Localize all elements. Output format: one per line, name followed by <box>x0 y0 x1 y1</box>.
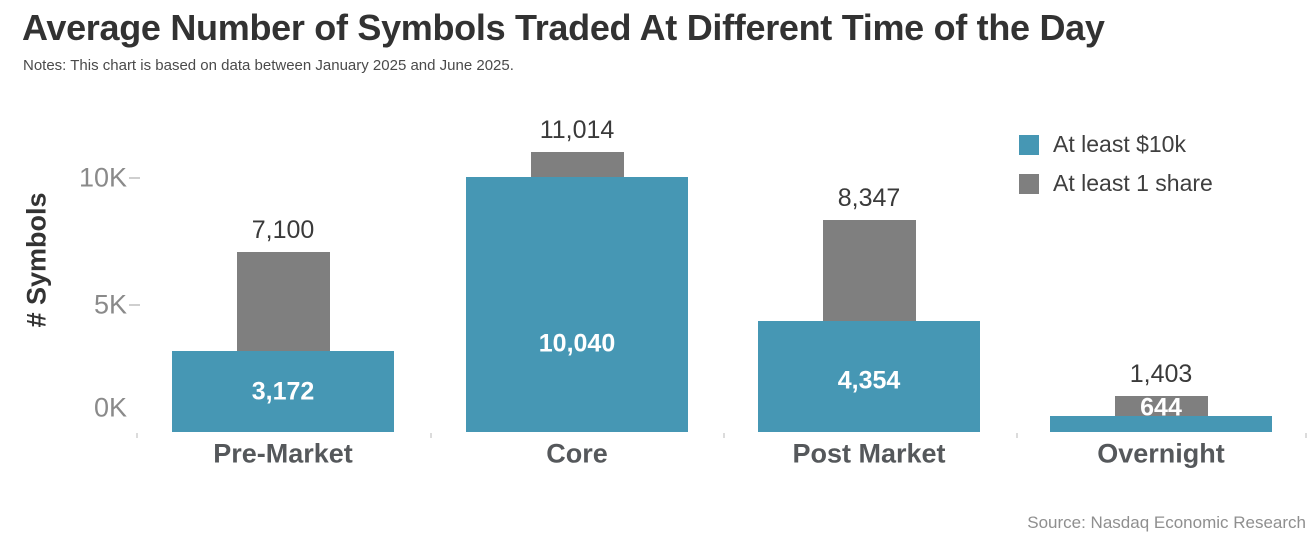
category-tick-mark <box>136 433 138 438</box>
value-label-at-least-1-share: 1,403 <box>1129 360 1193 389</box>
value-label-at-least-10k: 644 <box>1140 393 1182 422</box>
legend-item-at-least-1-share[interactable]: At least 1 share <box>1019 164 1213 203</box>
bar-core-at-least-10k[interactable] <box>466 176 688 432</box>
source-credit: Source: Nasdaq Economic Research <box>1027 513 1306 532</box>
value-label-at-least-10k: 10,040 <box>538 329 616 358</box>
chart-notes: Notes: This chart is based on data betwe… <box>23 57 514 74</box>
value-label-at-least-10k: 3,172 <box>251 377 315 406</box>
legend-label-at-least-10k: At least $10k <box>1053 131 1186 157</box>
category-label-overnight: Overnight <box>1097 438 1225 469</box>
category-tick-mark <box>1305 433 1307 438</box>
value-label-at-least-10k: 4,354 <box>837 366 901 395</box>
legend-swatch-blue <box>1019 134 1039 155</box>
value-label-at-least-1-share: 11,014 <box>539 116 615 145</box>
y-tick-label-10K: 10K <box>78 162 127 193</box>
chart-title: Average Number of Symbols Traded At Diff… <box>22 7 1105 48</box>
legend-item-at-least-10k[interactable]: At least $10k <box>1019 125 1213 164</box>
y-tick-label-0K: 0K <box>93 392 127 423</box>
category-tick-mark <box>1016 433 1018 438</box>
category-tick-mark <box>723 433 725 438</box>
category-label-pre-market: Pre-Market <box>213 438 353 469</box>
legend-swatch-gray <box>1019 173 1039 194</box>
category-label-post-market: Post Market <box>792 438 946 469</box>
category-label-core: Core <box>546 438 608 469</box>
legend-label-at-least-1-share: At least 1 share <box>1053 170 1213 196</box>
bar-pre-market-at-least-10k[interactable] <box>172 351 394 432</box>
bar-overnight-at-least-10k[interactable] <box>1050 415 1272 432</box>
legend: At least $10k At least 1 share <box>1019 125 1213 203</box>
value-label-at-least-1-share: 7,100 <box>251 215 315 244</box>
y-tick-mark <box>129 177 140 179</box>
bar-post-market-at-least-10k[interactable] <box>758 321 980 432</box>
y-tick-label-5K: 5K <box>93 289 127 320</box>
value-label-at-least-1-share: 8,347 <box>837 183 901 212</box>
y-tick-mark <box>129 304 140 306</box>
category-tick-mark <box>430 433 432 438</box>
